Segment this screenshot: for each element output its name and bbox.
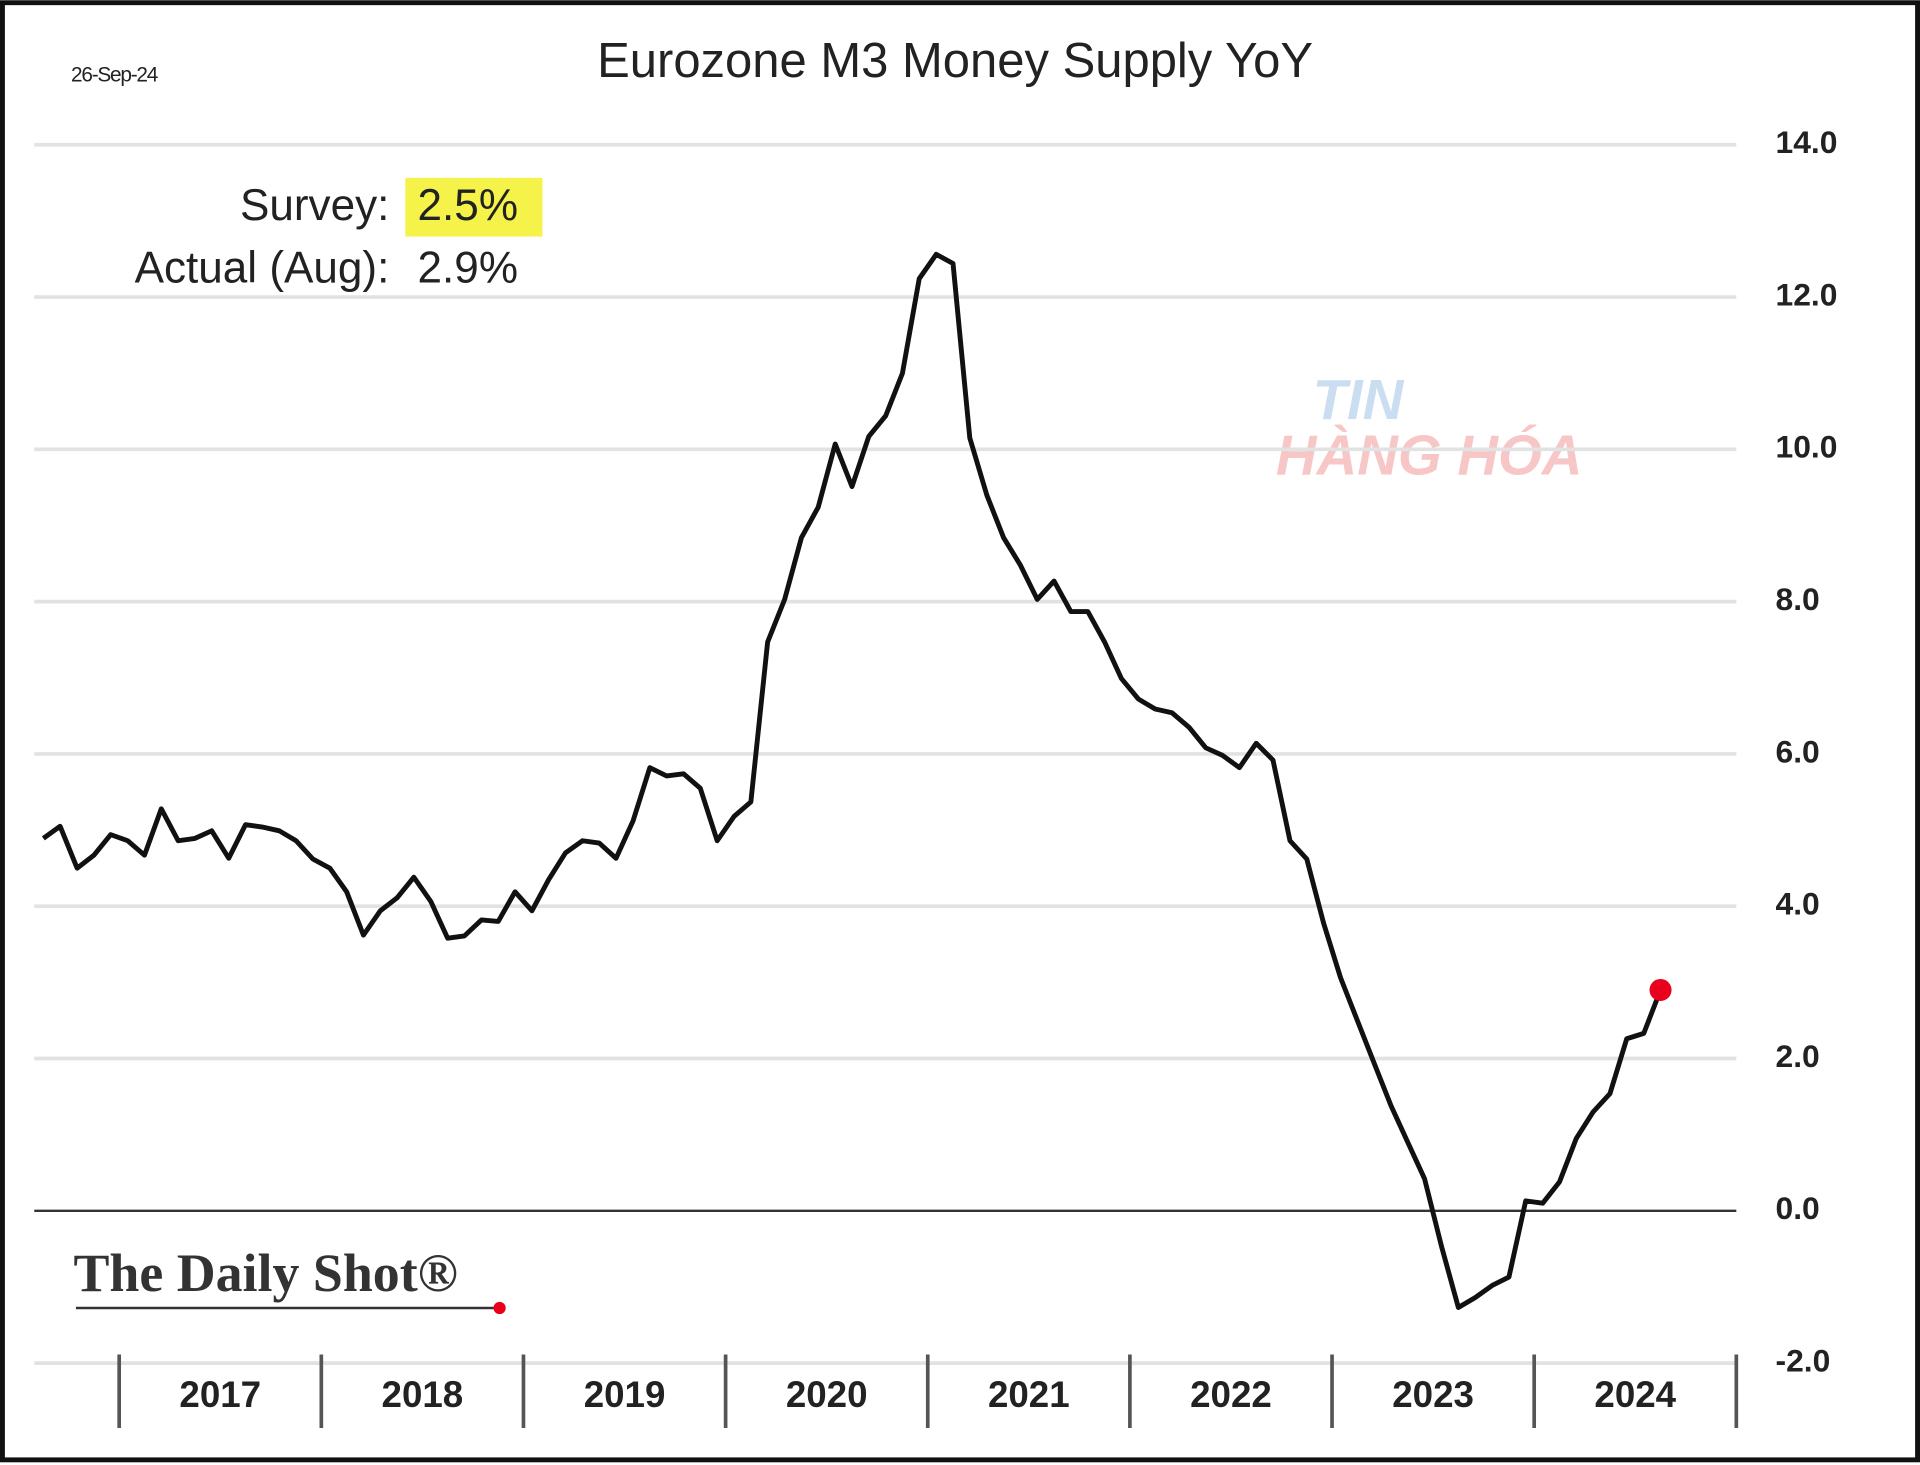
date-label: 26-Sep-24 <box>71 64 158 87</box>
x-tick-label: 2021 <box>988 1374 1070 1415</box>
source-logo: The Daily Shot® <box>73 1243 457 1303</box>
y-tick-label: 12.0 <box>1776 276 1838 312</box>
x-tick-label: 2017 <box>179 1374 261 1415</box>
annotation-value: 2.9% <box>418 244 518 293</box>
x-tick-label: 2018 <box>382 1374 464 1415</box>
y-tick-label: 2.0 <box>1776 1038 1820 1074</box>
chart-title: Eurozone M3 Money Supply YoY <box>597 34 1313 88</box>
x-tick-label: 2019 <box>584 1374 666 1415</box>
watermark: HÀNG HÓA <box>1276 423 1583 486</box>
y-tick-label: 14.0 <box>1776 124 1838 160</box>
y-tick-label: 10.0 <box>1776 429 1838 465</box>
x-tick-label: 2024 <box>1594 1374 1676 1415</box>
annotation-label: Survey: <box>240 181 389 230</box>
x-tick-label: 2023 <box>1392 1374 1474 1415</box>
highlight <box>405 177 543 237</box>
annotation-label: Actual (Aug): <box>135 244 390 293</box>
x-tick-label: 2022 <box>1190 1374 1272 1415</box>
y-tick-label: 0.0 <box>1776 1190 1820 1226</box>
watermark: TIN <box>1313 368 1405 431</box>
end-marker <box>1649 978 1672 1002</box>
y-tick-label: 6.0 <box>1776 733 1820 769</box>
y-tick-label: 4.0 <box>1776 886 1820 922</box>
y-tick-label: 8.0 <box>1776 581 1820 617</box>
line-series <box>41 251 1663 1310</box>
y-tick-label: -2.0 <box>1776 1343 1831 1379</box>
annotation-value: 2.5% <box>418 181 518 230</box>
x-tick-label: 2020 <box>786 1374 868 1415</box>
logo-dot <box>493 1301 506 1315</box>
